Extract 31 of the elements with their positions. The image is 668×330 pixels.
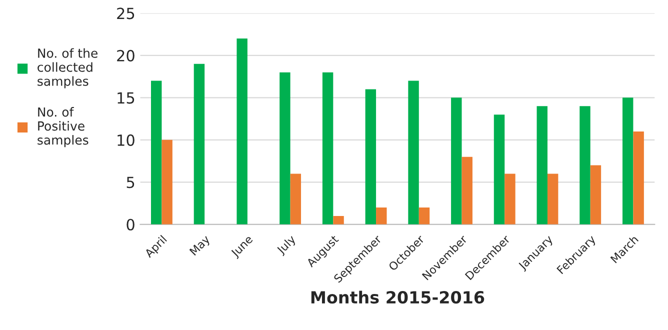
y-tick-label: 0 bbox=[126, 218, 134, 230]
bar bbox=[451, 98, 462, 224]
bar bbox=[280, 72, 290, 224]
bar bbox=[376, 208, 387, 224]
bar bbox=[633, 131, 644, 224]
bar bbox=[504, 174, 516, 224]
y-tick-label: 20 bbox=[117, 50, 134, 62]
legend-label: No. of the collected samples bbox=[38, 48, 98, 88]
legend-label: No. of Positive samples bbox=[38, 107, 88, 148]
bar bbox=[580, 106, 590, 224]
bar bbox=[418, 208, 430, 224]
bar bbox=[322, 72, 334, 224]
bar bbox=[236, 38, 248, 224]
bar bbox=[622, 98, 634, 224]
y-tick-label: 25 bbox=[117, 8, 134, 20]
bar bbox=[494, 114, 505, 224]
bar bbox=[162, 140, 172, 224]
y-tick-label: 5 bbox=[126, 176, 134, 188]
x-axis-title: Months 2015-2016 bbox=[311, 290, 484, 304]
bar bbox=[408, 80, 419, 224]
bar bbox=[590, 165, 602, 224]
bar bbox=[365, 89, 376, 224]
bar bbox=[150, 80, 162, 224]
bar bbox=[194, 64, 205, 224]
bar bbox=[290, 174, 302, 224]
y-tick-label: 10 bbox=[118, 134, 134, 146]
y-tick-label: 15 bbox=[118, 92, 134, 104]
bar bbox=[536, 106, 548, 224]
bar bbox=[333, 216, 344, 224]
bar bbox=[547, 174, 558, 224]
bar bbox=[462, 156, 472, 224]
